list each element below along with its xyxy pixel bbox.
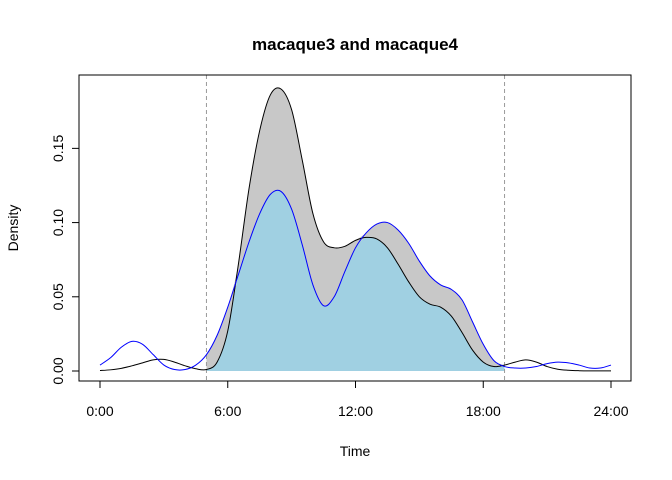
density-lines [99,87,612,372]
reference-lines [205,75,506,381]
y-tick-label-0: 0.00 [50,357,66,384]
series-line-1 [99,189,612,371]
y-tick-label-3: 0.15 [50,135,66,162]
x-axis: 0:00 6:00 12:00 18:00 24:00 [86,380,629,419]
y-tick-label-2: 0.10 [50,209,66,236]
x-tick-label-2: 12:00 [338,403,373,419]
density-fills [206,87,505,371]
overlap-area [206,190,505,371]
chart-title: macaque3 and macaque4 [252,35,459,54]
y-axis: 0.00 0.05 0.10 0.15 [50,135,80,385]
x-tick-label-3: 18:00 [466,403,501,419]
difference-area [206,87,505,370]
y-tick-label-1: 0.05 [50,283,66,310]
x-tick-label-4: 24:00 [593,403,628,419]
x-axis-label: Time [340,443,371,459]
series-line-0 [99,87,612,372]
x-tick-label-0: 0:00 [86,403,113,419]
y-axis-label: Density [5,205,21,252]
x-tick-label-1: 6:00 [214,403,241,419]
